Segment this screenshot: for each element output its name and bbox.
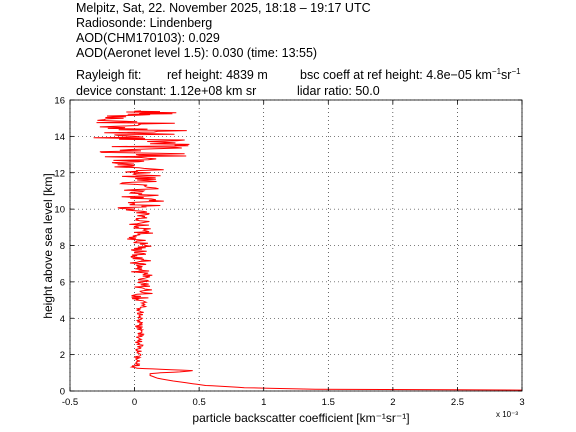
x-tick-label: 1.5 bbox=[322, 397, 335, 408]
y-tick-label: 0 bbox=[60, 387, 65, 398]
y-tick-label: 6 bbox=[60, 277, 65, 288]
radiosonde-label: Radiosonde: Lindenberg bbox=[76, 16, 213, 30]
y-tick-label: 8 bbox=[60, 241, 65, 252]
x-tick-label: 3 bbox=[519, 397, 524, 408]
x-axis-label: particle backscatter coefficient [km⁻¹sr… bbox=[192, 411, 409, 425]
y-tick-label: 12 bbox=[54, 168, 65, 179]
x-tick-label: 1 bbox=[261, 397, 266, 408]
y-tick-label: 16 bbox=[54, 96, 65, 107]
grid-lines bbox=[69, 99, 523, 392]
bsc-coeff-label: bsc coeff at ref height: 4.8e−05 km−1sr−… bbox=[300, 68, 521, 83]
x-axis-multiplier: x 10⁻³ bbox=[496, 410, 518, 419]
bsc-coeff-text: bsc coeff at ref height: 4.8e−05 km bbox=[300, 68, 492, 82]
x-tick-label: -0.5 bbox=[62, 397, 78, 408]
backscatter-profile-line bbox=[93, 110, 523, 391]
rayleigh-fit-label: Rayleigh fit: bbox=[76, 68, 142, 82]
bsc-unit-exponent-2: −1 bbox=[511, 67, 521, 76]
x-tick-label: 0 bbox=[132, 397, 137, 408]
bsc-unit-exponent-1: −1 bbox=[491, 67, 502, 76]
lidar-ratio-label: lidar ratio: 50.0 bbox=[297, 84, 380, 98]
ref-height-label: ref height: 4839 m bbox=[167, 68, 268, 82]
y-axis-label: height above sea level [km] bbox=[41, 173, 55, 318]
station-date-title: Melpitz, Sat, 22. November 2025, 18:18 –… bbox=[76, 1, 371, 15]
device-constant-label: device constant: 1.12e+08 km sr bbox=[76, 84, 257, 98]
y-axis-ticks: 0 2 4 6 8 10 12 14 16 bbox=[54, 96, 522, 398]
y-tick-label: 14 bbox=[54, 132, 65, 143]
x-tick-label: 2 bbox=[390, 397, 395, 408]
x-tick-label: 2.5 bbox=[451, 397, 464, 408]
bsc-unit-sr: sr bbox=[501, 68, 512, 82]
aod-chm-label: AOD(CHM170103): 0.029 bbox=[76, 31, 220, 45]
x-axis-ticks: -0.5 0 0.5 1 1.5 2 2.5 3 bbox=[62, 100, 525, 408]
x-tick-label: 0.5 bbox=[193, 397, 206, 408]
y-tick-label: 2 bbox=[60, 350, 65, 361]
aod-aeronet-label: AOD(Aeronet level 1.5): 0.030 (time: 13:… bbox=[76, 46, 318, 60]
y-tick-label: 10 bbox=[54, 205, 65, 216]
y-tick-label: 4 bbox=[60, 314, 65, 325]
